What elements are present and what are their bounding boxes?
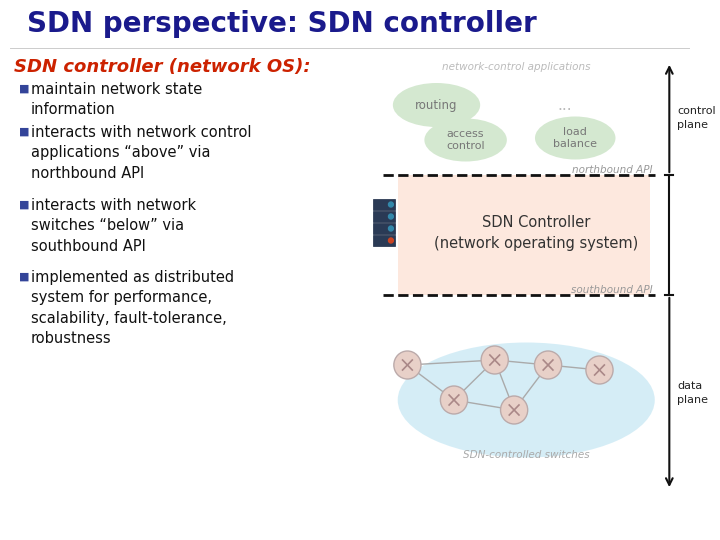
Ellipse shape (397, 342, 654, 457)
Text: maintain network state
information: maintain network state information (31, 82, 202, 117)
Text: network-control applications: network-control applications (442, 62, 591, 72)
Text: SDN perspective: SDN controller: SDN perspective: SDN controller (27, 10, 537, 38)
Text: SDN Controller
(network operating system): SDN Controller (network operating system… (434, 215, 638, 251)
Text: interacts with network
switches “below” via
southbound API: interacts with network switches “below” … (31, 198, 196, 254)
Circle shape (394, 351, 421, 379)
Bar (374, 235, 395, 246)
Circle shape (500, 396, 528, 424)
Circle shape (534, 351, 562, 379)
Circle shape (441, 386, 467, 414)
Bar (374, 223, 395, 234)
Text: routing: routing (415, 98, 458, 111)
Circle shape (481, 346, 508, 374)
Text: SDN-controlled switches: SDN-controlled switches (463, 450, 590, 460)
Text: access
control: access control (446, 129, 485, 151)
Circle shape (586, 356, 613, 384)
Text: load
balance: load balance (553, 127, 597, 149)
Circle shape (389, 226, 393, 231)
Text: ■: ■ (19, 127, 30, 137)
Ellipse shape (535, 117, 616, 159)
Text: control
plane: control plane (677, 106, 716, 130)
Circle shape (389, 214, 393, 219)
Text: data
plane: data plane (677, 381, 708, 404)
Text: northbound API: northbound API (572, 165, 653, 175)
Text: ■: ■ (19, 272, 30, 282)
Text: ■: ■ (19, 200, 30, 210)
Bar (374, 211, 395, 222)
FancyBboxPatch shape (397, 175, 650, 295)
Text: ■: ■ (19, 84, 30, 94)
Ellipse shape (424, 118, 507, 161)
Ellipse shape (393, 83, 480, 127)
Circle shape (389, 238, 393, 243)
Text: SDN controller (network OS):: SDN controller (network OS): (14, 58, 310, 76)
Text: implemented as distributed
system for performance,
scalability, fault-tolerance,: implemented as distributed system for pe… (31, 270, 234, 346)
Text: ...: ... (558, 98, 572, 113)
Bar (374, 199, 395, 210)
Text: southbound API: southbound API (571, 285, 653, 295)
Text: interacts with network control
applications “above” via
northbound API: interacts with network control applicati… (31, 125, 251, 181)
Circle shape (389, 202, 393, 207)
